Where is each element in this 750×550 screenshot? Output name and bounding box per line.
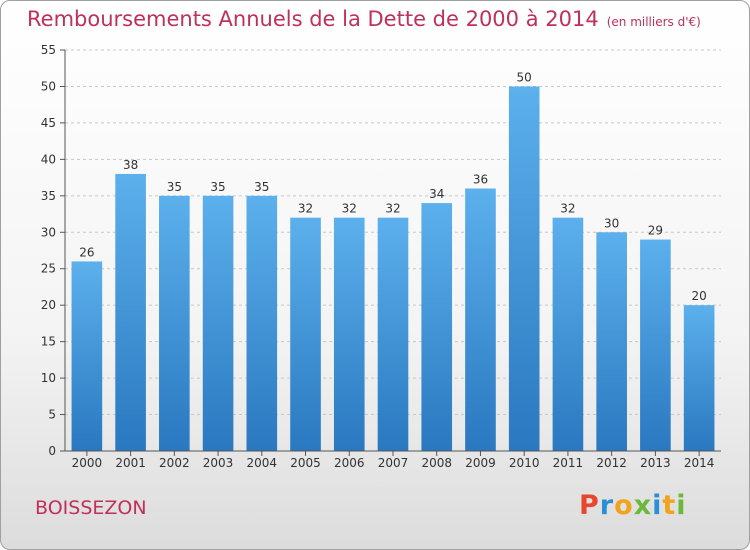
y-tick-label: 55 [41,43,56,57]
x-tick-label: 2007 [378,456,409,470]
x-tick-label: 2010 [509,456,540,470]
x-tick-label: 2011 [553,456,584,470]
bar-2012 [596,232,627,451]
x-tick-label: 2002 [159,456,190,470]
bar-value-label: 20 [691,289,706,303]
x-tick-label: 2001 [115,456,146,470]
bar-2009 [465,188,496,451]
logo-letter: i [676,490,687,521]
bar-value-label: 26 [79,245,94,259]
logo-letter: i [652,490,663,521]
x-axis: 2000 2001 2002 2003 2004 2005 2006 2007 2008 2009… [65,450,721,470]
bar-2014 [683,305,715,451]
logo-letter: P [579,490,600,521]
bar-value-label: 35 [254,180,269,194]
location-name: BOISSEZON [35,497,147,519]
y-tick-label: 15 [41,335,56,349]
y-tick-label: 10 [41,371,56,385]
x-tick-label: 2013 [640,456,671,470]
y-tick-label: 20 [41,298,56,312]
y-tick-label: 25 [41,262,56,276]
y-axis: 0 5 10 15 20 25 30 35 40 45 50 55 [41,43,66,458]
bar-2005 [290,217,321,451]
bar-value-label: 32 [342,202,357,216]
x-tick-label: 2005 [290,456,321,470]
bar-2000 [71,261,103,451]
bar-2011 [552,217,584,451]
bar-value-label: 32 [385,202,400,216]
x-tick-label: 2003 [203,456,234,470]
logo-letter: r [599,490,615,521]
chart-title-main: Remboursements Annuels de la Dette de 20… [27,7,599,31]
x-tick-label: 2014 [684,456,715,470]
x-tick-label: 2004 [247,456,278,470]
bar-2003 [202,195,234,451]
y-tick-label: 30 [41,225,56,239]
bar-value-label: 32 [560,202,575,216]
bar-2001 [115,173,146,452]
bar-2007 [377,217,409,451]
chart-title-unit: (en milliers d'€) [606,15,701,29]
bar-value-label: 30 [604,216,619,230]
y-tick-label: 35 [41,189,56,203]
bar-value-label: 50 [517,70,532,84]
bar-value-label: 34 [429,187,444,201]
bar-value-label: 29 [648,224,663,238]
x-tick-label: 2008 [421,456,452,470]
y-tick-label: 5 [48,408,56,422]
bar-2013 [640,239,671,451]
x-tick-label: 2009 [465,456,496,470]
logo-letter: o [614,490,634,521]
y-tick-label: 45 [41,116,56,130]
y-tick-label: 50 [41,79,56,93]
bar-value-label: 35 [167,180,182,194]
x-tick-label: 2006 [334,456,365,470]
bar-value-label: 35 [210,180,225,194]
y-tick-label: 40 [41,152,56,166]
bar-2002 [159,195,190,451]
x-tick-label: 2000 [72,456,103,470]
y-tick-label: 0 [48,444,56,458]
bar-2006 [333,217,365,451]
proxiti-logo[interactable]: Proxiti [579,490,687,521]
bar-value-label: 32 [298,202,313,216]
bar-value-label: 38 [123,158,138,172]
bar-2004 [246,195,278,451]
bar-value-label: 36 [473,173,488,187]
bar-2008 [421,203,453,451]
x-tick-label: 2012 [596,456,627,470]
bars: 26 38 35 35 35 32 32 32 34 36 50 32 30 29 20 [71,70,715,452]
bar-2010 [508,86,540,452]
chart-title: Remboursements Annuels de la Dette de 20… [27,7,701,31]
logo-letter: x [633,490,653,521]
logo-letter: t [662,490,677,521]
